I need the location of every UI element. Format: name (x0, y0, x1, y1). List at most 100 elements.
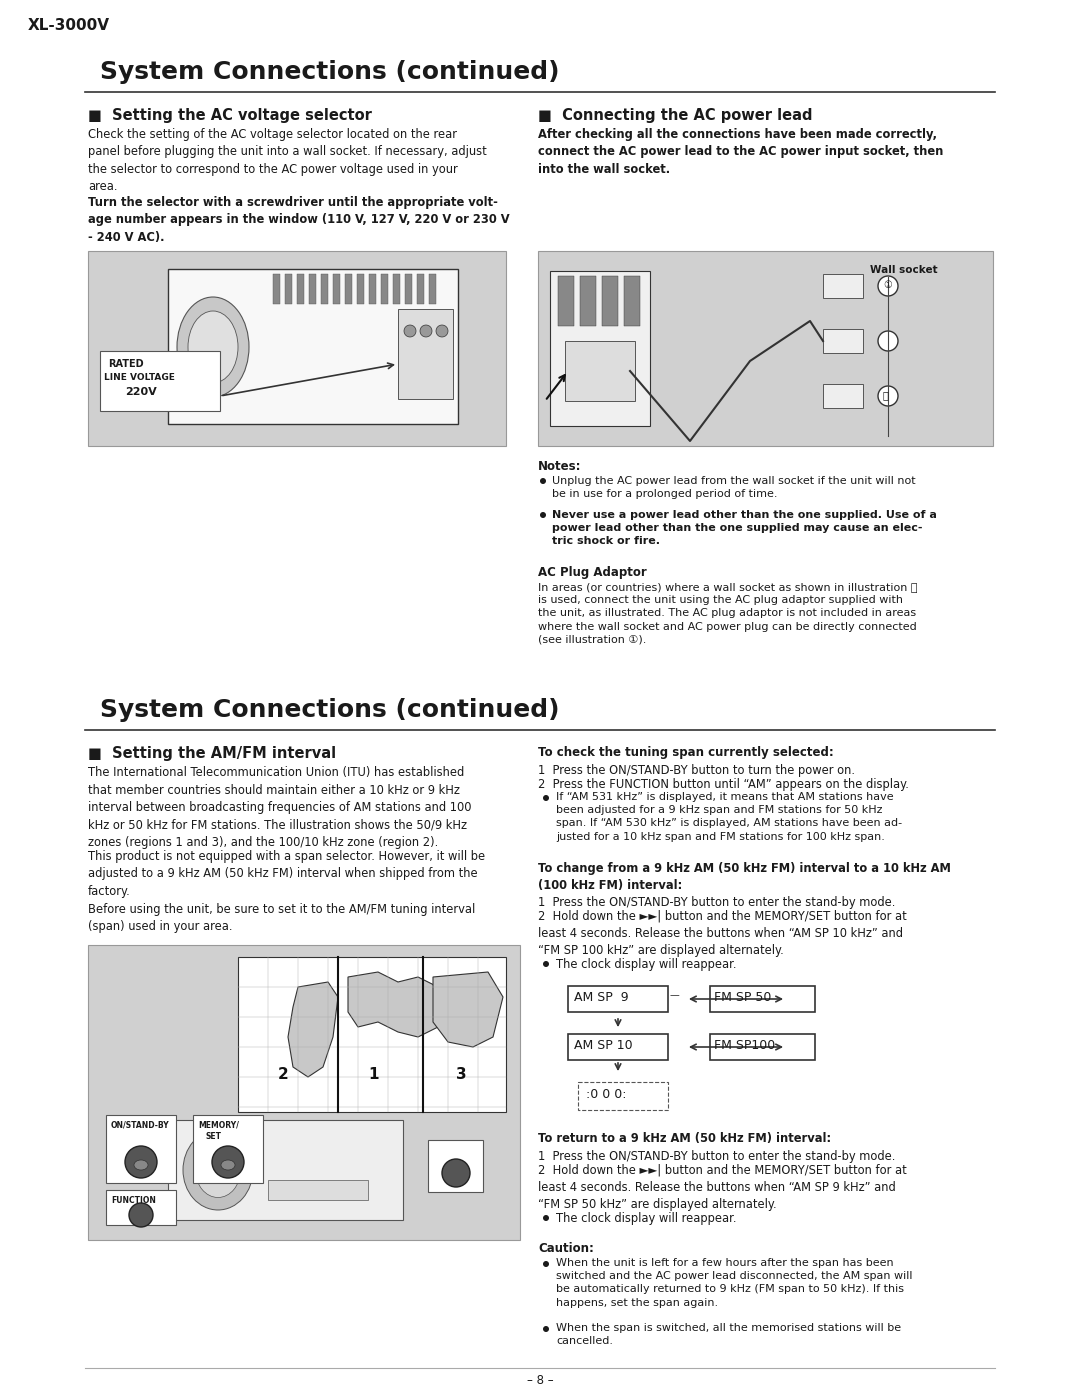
Text: XL-3000V: XL-3000V (28, 18, 110, 34)
Text: AM SP  9: AM SP 9 (573, 990, 629, 1004)
Text: System Connections (continued): System Connections (continued) (100, 698, 559, 722)
Bar (100, 351, 220, 411)
Text: 3: 3 (456, 1067, 467, 1083)
Polygon shape (348, 972, 448, 1037)
Bar (87, 251, 507, 446)
Text: 1  Press the ON/STAND-BY button to enter the stand-by mode.: 1 Press the ON/STAND-BY button to enter … (538, 895, 895, 909)
Ellipse shape (221, 1160, 235, 1171)
Text: After checking all the connections have been made correctly,
connect the AC powe: After checking all the connections have … (538, 129, 943, 176)
Text: ON/STAND-BY: ON/STAND-BY (111, 1120, 170, 1130)
Text: To check the tuning span currently selected:: To check the tuning span currently selec… (538, 746, 834, 759)
Bar (193, 1115, 264, 1183)
Bar (823, 384, 863, 408)
Ellipse shape (183, 1130, 253, 1210)
Bar (550, 271, 650, 426)
Text: MEMORY/: MEMORY/ (198, 1120, 239, 1130)
Bar (309, 274, 316, 305)
Bar (268, 1180, 368, 1200)
Bar (381, 274, 388, 305)
Circle shape (540, 511, 546, 518)
Bar (333, 274, 340, 305)
Text: This product is not equipped with a span selector. However, it will be
adjusted : This product is not equipped with a span… (87, 849, 485, 933)
Bar (568, 986, 669, 1011)
Text: To return to a 9 kHz AM (50 kHz FM) interval:: To return to a 9 kHz AM (50 kHz FM) inte… (538, 1132, 832, 1146)
Bar (321, 274, 328, 305)
Bar (405, 274, 411, 305)
Text: FUNCTION: FUNCTION (111, 1196, 156, 1206)
Bar (285, 274, 292, 305)
Bar (106, 1115, 176, 1183)
Bar (369, 274, 376, 305)
Text: SET: SET (205, 1132, 221, 1141)
Text: Unplug the AC power lead from the wall socket if the unit will not
be in use for: Unplug the AC power lead from the wall s… (552, 476, 916, 499)
Text: ■  Setting the AM/FM interval: ■ Setting the AM/FM interval (87, 746, 336, 761)
Ellipse shape (195, 1143, 241, 1197)
Text: AM SP 10: AM SP 10 (573, 1039, 633, 1052)
Text: Check the setting of the AC voltage selector located on the rear
panel before pl: Check the setting of the AC voltage sele… (87, 129, 487, 194)
Bar (624, 277, 640, 326)
Circle shape (129, 1203, 153, 1227)
Ellipse shape (134, 1160, 148, 1171)
Ellipse shape (177, 298, 249, 397)
Bar (580, 277, 596, 326)
Bar (399, 309, 453, 400)
Circle shape (212, 1146, 244, 1178)
Text: System Connections (continued): System Connections (continued) (100, 60, 559, 84)
Text: When the unit is left for a few hours after the span has been
switched and the A: When the unit is left for a few hours af… (556, 1259, 913, 1308)
Text: If “AM 531 kHz” is displayed, it means that AM stations have
been adjusted for a: If “AM 531 kHz” is displayed, it means t… (556, 792, 902, 841)
Text: RATED: RATED (108, 359, 144, 369)
Bar (602, 277, 618, 326)
Text: FM SP100: FM SP100 (714, 1039, 775, 1052)
Polygon shape (288, 982, 338, 1077)
Bar (558, 277, 573, 326)
Polygon shape (433, 972, 503, 1046)
Text: The clock display will reappear.: The clock display will reappear. (556, 1213, 737, 1225)
Text: 1  Press the ON/STAND-BY button to turn the power on.: 1 Press the ON/STAND-BY button to turn t… (538, 764, 855, 777)
Circle shape (540, 478, 546, 483)
Bar (168, 270, 458, 425)
Bar (417, 274, 424, 305)
Text: 1  Press the ON/STAND-BY button to enter the stand-by mode.: 1 Press the ON/STAND-BY button to enter … (538, 1150, 895, 1162)
Circle shape (543, 1261, 549, 1267)
Bar (87, 944, 519, 1241)
Text: AC Plug Adaptor: AC Plug Adaptor (538, 566, 647, 578)
Bar (565, 341, 635, 401)
Circle shape (420, 326, 432, 337)
Bar (538, 251, 993, 446)
Bar (168, 1120, 403, 1220)
Text: ①: ① (883, 279, 892, 291)
Text: – 8 –: – 8 – (527, 1375, 553, 1387)
Circle shape (125, 1146, 157, 1178)
Circle shape (543, 1326, 549, 1331)
Bar (273, 274, 280, 305)
Text: When the span is switched, all the memorised stations will be
cancelled.: When the span is switched, all the memor… (556, 1323, 901, 1347)
Text: Ⓑ: Ⓑ (883, 390, 889, 400)
Bar (578, 1083, 669, 1111)
Text: :0 0 0:: :0 0 0: (586, 1088, 626, 1101)
Text: Notes:: Notes: (538, 460, 581, 474)
Bar (393, 274, 400, 305)
Circle shape (404, 326, 416, 337)
Circle shape (878, 277, 897, 296)
Text: ■  Setting the AC voltage selector: ■ Setting the AC voltage selector (87, 108, 372, 123)
Text: Turn the selector with a screwdriver until the appropriate volt-
age number appe: Turn the selector with a screwdriver unt… (87, 196, 510, 244)
Ellipse shape (188, 312, 238, 383)
Bar (345, 274, 352, 305)
Text: 220V: 220V (125, 387, 157, 397)
Text: Never use a power lead other than the one supplied. Use of a
power lead other th: Never use a power lead other than the on… (552, 510, 936, 546)
Bar (710, 1034, 815, 1060)
Text: LINE VOLTAGE: LINE VOLTAGE (104, 373, 175, 381)
Text: ■  Connecting the AC power lead: ■ Connecting the AC power lead (538, 108, 812, 123)
Text: Wall socket: Wall socket (870, 265, 937, 275)
Circle shape (878, 331, 897, 351)
Text: FM SP 50: FM SP 50 (714, 990, 771, 1004)
Text: 2  Hold down the ►►| button and the MEMORY/SET button for at
least 4 seconds. Re: 2 Hold down the ►►| button and the MEMOR… (538, 909, 907, 957)
Circle shape (543, 795, 549, 800)
Bar (106, 1190, 176, 1225)
Bar (568, 1034, 669, 1060)
Bar (710, 986, 815, 1011)
Text: In areas (or countries) where a wall socket as shown in illustration Ⓑ
is used, : In areas (or countries) where a wall soc… (538, 583, 918, 645)
Circle shape (436, 326, 448, 337)
Bar (238, 957, 507, 1112)
Circle shape (878, 386, 897, 407)
